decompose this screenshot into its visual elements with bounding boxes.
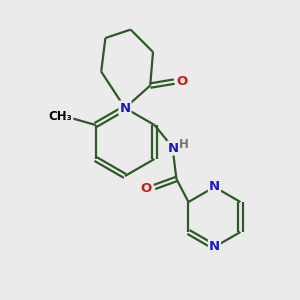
Text: N: N — [168, 142, 179, 154]
Text: N: N — [209, 181, 220, 194]
Text: O: O — [141, 182, 152, 194]
Text: N: N — [119, 101, 130, 115]
Text: CH₃: CH₃ — [49, 110, 72, 122]
Text: O: O — [177, 75, 188, 88]
Text: H: H — [178, 137, 188, 151]
Text: N: N — [209, 241, 220, 254]
